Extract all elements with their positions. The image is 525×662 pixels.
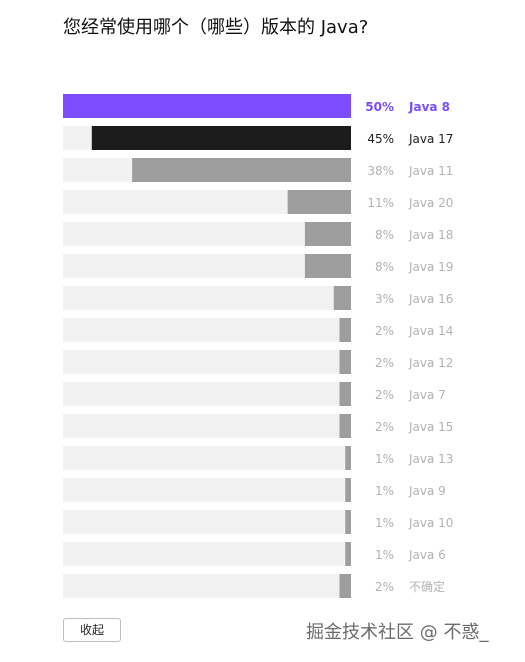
category-label: Java 13 bbox=[408, 452, 453, 466]
bar-row: 11% Java 20 bbox=[63, 190, 453, 214]
bar-track bbox=[63, 350, 351, 374]
bar-row: 1% Java 6 bbox=[63, 542, 446, 566]
value-label: 38% bbox=[367, 164, 394, 178]
bar-track bbox=[63, 574, 351, 598]
bar-row: 50% Java 8 bbox=[63, 94, 450, 118]
bar bbox=[345, 446, 351, 470]
bar-track bbox=[63, 414, 351, 438]
value-label: 2% bbox=[375, 388, 394, 402]
value-label: 50% bbox=[365, 100, 394, 114]
bar-track bbox=[63, 382, 351, 406]
value-label: 1% bbox=[375, 548, 394, 562]
category-label: Java 19 bbox=[408, 260, 453, 274]
collapse-button[interactable]: 收起 bbox=[63, 618, 121, 642]
category-label: Java 15 bbox=[408, 420, 453, 434]
bar-row: 2% 不确定 bbox=[63, 574, 445, 598]
value-label: 2% bbox=[375, 356, 394, 370]
bar bbox=[63, 94, 351, 118]
category-label: Java 12 bbox=[408, 356, 453, 370]
bar bbox=[339, 382, 351, 406]
bar bbox=[91, 126, 352, 150]
value-label: 11% bbox=[367, 196, 394, 210]
value-label: 3% bbox=[375, 292, 394, 306]
bar bbox=[345, 478, 351, 502]
value-label: 1% bbox=[375, 452, 394, 466]
bar bbox=[132, 158, 351, 182]
value-label: 8% bbox=[375, 260, 394, 274]
category-label: Java 18 bbox=[408, 228, 453, 242]
bar-row: 1% Java 9 bbox=[63, 478, 446, 502]
bar-row: 3% Java 16 bbox=[63, 286, 453, 310]
bar-row: 8% Java 18 bbox=[63, 222, 453, 246]
category-label: 不确定 bbox=[409, 579, 445, 594]
value-label: 8% bbox=[375, 228, 394, 242]
bar bbox=[345, 510, 351, 534]
category-label: Java 20 bbox=[408, 196, 453, 210]
bar-row: 45% Java 17 bbox=[63, 126, 453, 150]
bar-track bbox=[63, 478, 351, 502]
value-label: 45% bbox=[367, 132, 394, 146]
chart-title: 您经常使用哪个（哪些）版本的 Java? bbox=[63, 17, 369, 38]
value-label: 1% bbox=[375, 516, 394, 530]
bar-row: 2% Java 7 bbox=[63, 382, 446, 406]
bar-track bbox=[63, 446, 351, 470]
bar-row: 1% Java 10 bbox=[63, 510, 453, 534]
bar-track bbox=[63, 222, 351, 246]
bar-track bbox=[63, 286, 351, 310]
bar bbox=[287, 190, 351, 214]
category-label: Java 6 bbox=[408, 548, 446, 562]
category-label: Java 17 bbox=[408, 132, 453, 146]
bar bbox=[304, 254, 351, 278]
bar bbox=[339, 574, 351, 598]
bar bbox=[339, 350, 351, 374]
value-label: 1% bbox=[375, 484, 394, 498]
bar-track bbox=[63, 254, 351, 278]
bar-track bbox=[63, 510, 351, 534]
bar-row: 1% Java 13 bbox=[63, 446, 453, 470]
category-label: Java 16 bbox=[408, 292, 453, 306]
bar-track bbox=[63, 542, 351, 566]
value-label: 2% bbox=[375, 324, 394, 338]
bar-row: 8% Java 19 bbox=[63, 254, 453, 278]
bar-row: 2% Java 12 bbox=[63, 350, 453, 374]
bar bbox=[339, 318, 351, 342]
value-label: 2% bbox=[375, 420, 394, 434]
bar bbox=[345, 542, 351, 566]
bar-row: 38% Java 11 bbox=[63, 158, 453, 182]
value-label: 2% bbox=[375, 580, 394, 594]
bar-row: 2% Java 15 bbox=[63, 414, 453, 438]
category-label: Java 14 bbox=[408, 324, 453, 338]
bar-row: 2% Java 14 bbox=[63, 318, 453, 342]
category-label: Java 11 bbox=[408, 164, 453, 178]
category-label: Java 7 bbox=[408, 388, 446, 402]
category-label: Java 8 bbox=[408, 100, 450, 114]
category-label: Java 9 bbox=[408, 484, 446, 498]
bar-track bbox=[63, 318, 351, 342]
bar bbox=[339, 414, 351, 438]
bar bbox=[333, 286, 351, 310]
category-label: Java 10 bbox=[408, 516, 453, 530]
watermark-text: 掘金技术社区 @ 不惑_ bbox=[306, 622, 489, 643]
bar bbox=[304, 222, 351, 246]
